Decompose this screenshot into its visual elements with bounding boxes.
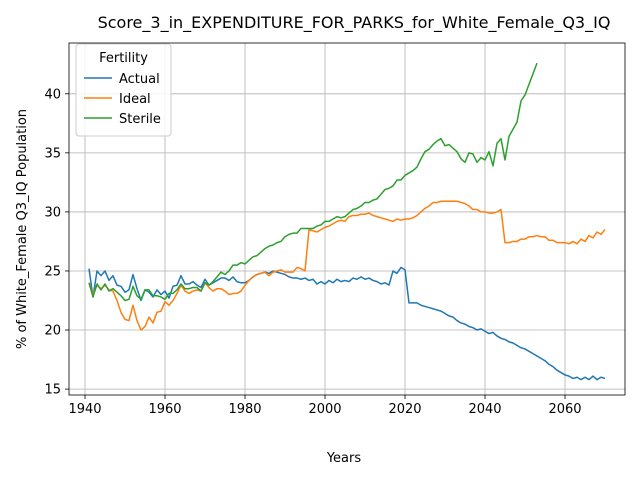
- x-tick-label: 1960: [148, 402, 181, 417]
- legend: Fertility Actual Ideal Sterile: [75, 43, 172, 137]
- x-tick-label: 1980: [228, 402, 261, 417]
- series-line-actual: [88, 266, 606, 381]
- legend-entry-ideal: Ideal: [119, 92, 151, 107]
- y-tick-label: 25: [44, 264, 61, 279]
- y-tick-label: 40: [44, 87, 61, 102]
- plot-frame: [68, 42, 626, 396]
- series-line-sterile: [88, 62, 538, 302]
- y-tick-label: 15: [44, 383, 61, 398]
- axis-ticks: 1940 1960 1980 2000 2020 2040 2060 15 20 25 30 35 40: [44, 87, 581, 417]
- legend-box: [75, 43, 172, 137]
- series-layer: [88, 62, 606, 381]
- legend-title: Fertility: [99, 51, 148, 66]
- x-tick-label: 2040: [468, 402, 501, 417]
- chart-title: Score_3_in_EXPENDITURE_FOR_PARKS_for_Whi…: [98, 13, 611, 33]
- series-line-ideal: [88, 200, 606, 331]
- x-axis-label: Years: [326, 451, 362, 466]
- y-tick-label: 20: [44, 324, 61, 339]
- grid-lines: [69, 43, 625, 395]
- y-axis-label: % of White_Female Q3_IQ Population: [15, 109, 30, 349]
- y-tick-label: 30: [44, 205, 61, 220]
- legend-entry-sterile: Sterile: [119, 112, 161, 127]
- x-tick-label: 2000: [308, 402, 341, 417]
- x-tick-label: 2020: [388, 402, 421, 417]
- x-tick-label: 2060: [548, 402, 581, 417]
- legend-entry-actual: Actual: [119, 72, 160, 87]
- y-tick-label: 35: [44, 146, 61, 161]
- x-tick-label: 1940: [68, 402, 101, 417]
